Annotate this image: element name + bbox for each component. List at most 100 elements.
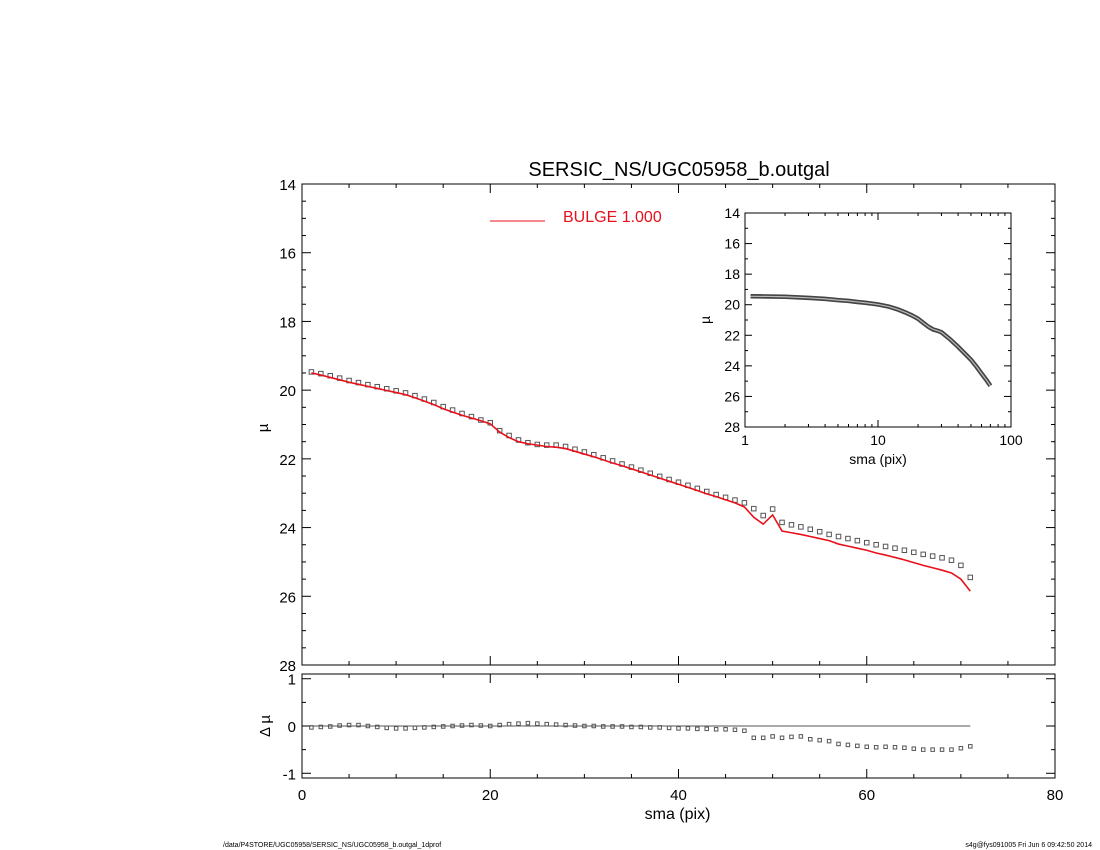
x-tick-label: 80 <box>1047 787 1064 804</box>
residual-point <box>450 723 455 729</box>
data-point <box>939 555 945 561</box>
data-point <box>741 500 748 506</box>
residual-point <box>422 725 427 730</box>
data-point <box>760 512 766 519</box>
data-point <box>929 553 936 559</box>
residual-point <box>318 724 324 730</box>
chart-title: SERSIC_NS/UGC05958_b.outgal <box>528 159 829 181</box>
data-point <box>854 537 861 544</box>
residual-point <box>384 725 389 731</box>
x-axis-label: sma (pix) <box>645 806 711 823</box>
data-point <box>318 370 324 377</box>
data-point <box>958 562 964 569</box>
residual-point <box>817 737 822 743</box>
residual-point <box>572 723 578 728</box>
residual-point <box>619 724 625 729</box>
data-point <box>920 551 926 558</box>
inset-x-axis-label: sma (pix) <box>849 451 907 467</box>
inset-y-tick-label: 22 <box>724 327 740 343</box>
y-tick-label: 20 <box>279 383 296 400</box>
residual-point <box>346 722 352 728</box>
residual-point <box>685 726 691 731</box>
y-tick-label: 14 <box>279 177 296 194</box>
data-point <box>779 519 785 526</box>
x-tick-label: 0 <box>298 787 306 804</box>
residual-point <box>610 724 615 729</box>
residual-point <box>488 723 493 729</box>
residual-point <box>516 721 521 726</box>
footer-timestamp: s4g@fys091005 Fri Jun 6 09:42:50 2014 <box>965 842 1092 849</box>
inset-x-tick-label: 100 <box>999 432 1023 448</box>
residual-point <box>469 722 474 728</box>
residual-point <box>760 735 766 741</box>
residual-point <box>845 742 851 748</box>
residual-point <box>808 736 813 742</box>
data-point <box>543 442 550 448</box>
y-tick-label: 22 <box>279 452 296 469</box>
residual-point <box>478 723 484 728</box>
residual-point <box>742 728 747 733</box>
residual-point <box>798 734 804 739</box>
inset-y-tick-label: 18 <box>724 266 740 282</box>
y-tick-label: 16 <box>279 246 296 263</box>
residual-point <box>723 727 728 732</box>
residual-point <box>902 745 907 750</box>
residual-point <box>525 720 531 726</box>
inset-y-tick-label: 28 <box>724 419 740 435</box>
residual-point <box>855 743 860 749</box>
residual-point <box>751 735 757 741</box>
residual-point <box>930 747 935 752</box>
y-tick-label: 24 <box>279 521 296 538</box>
y-axis-label: µ <box>255 423 272 432</box>
residual-point <box>403 726 408 731</box>
residual-point <box>506 721 512 727</box>
data-point <box>826 531 832 538</box>
data-point <box>835 533 842 540</box>
residual-point <box>864 744 869 750</box>
data-point <box>308 369 315 375</box>
residual-point <box>327 724 333 729</box>
x-tick-label: 20 <box>482 787 499 804</box>
data-point <box>882 543 889 550</box>
residual-point <box>591 723 597 729</box>
residual-point <box>657 725 662 730</box>
inset-y-tick-label: 16 <box>724 236 740 252</box>
residual-point <box>949 747 954 752</box>
residual-y-tick-label: -1 <box>283 766 296 783</box>
legend-label: BULGE 1.000 <box>563 209 662 226</box>
residual-point <box>544 721 549 727</box>
inset-x-tick-label: 10 <box>870 432 886 448</box>
inset-y-tick-label: 14 <box>724 205 740 221</box>
residual-point <box>695 726 700 732</box>
data-point <box>751 505 757 512</box>
inset-y-tick-label: 24 <box>724 358 740 374</box>
inset-y-axis-label: µ <box>697 316 713 324</box>
residual-point <box>939 747 945 752</box>
residual-point <box>789 734 794 740</box>
data-point <box>845 535 851 542</box>
residual-point <box>648 725 653 730</box>
data-point <box>967 574 974 581</box>
residual-point <box>412 725 418 731</box>
data-point <box>864 539 870 546</box>
main-plot-axes: 14 16 18 20 22 24 26 28 µ BULGE 1.000 <box>255 177 1056 675</box>
x-tick-label: 40 <box>670 787 687 804</box>
residual-point <box>704 726 709 732</box>
inset-plot-axes: 14 16 18 20 22 24 26 281 10 100 sma (pix) µ <box>697 205 1023 467</box>
residual-point <box>836 741 841 747</box>
data-point <box>901 547 908 553</box>
data-point <box>769 506 776 512</box>
data-point <box>892 545 898 551</box>
residual-y-tick-label: 0 <box>288 719 296 736</box>
residual-point <box>553 722 559 727</box>
data-point <box>816 528 823 535</box>
inset-background <box>745 213 1011 427</box>
residual-point <box>732 727 738 733</box>
data-point <box>788 522 795 528</box>
data-point <box>798 524 804 530</box>
residual-point <box>892 745 898 750</box>
y-tick-label: 28 <box>279 658 296 675</box>
residual-point <box>920 747 926 752</box>
residual-point <box>638 724 644 730</box>
